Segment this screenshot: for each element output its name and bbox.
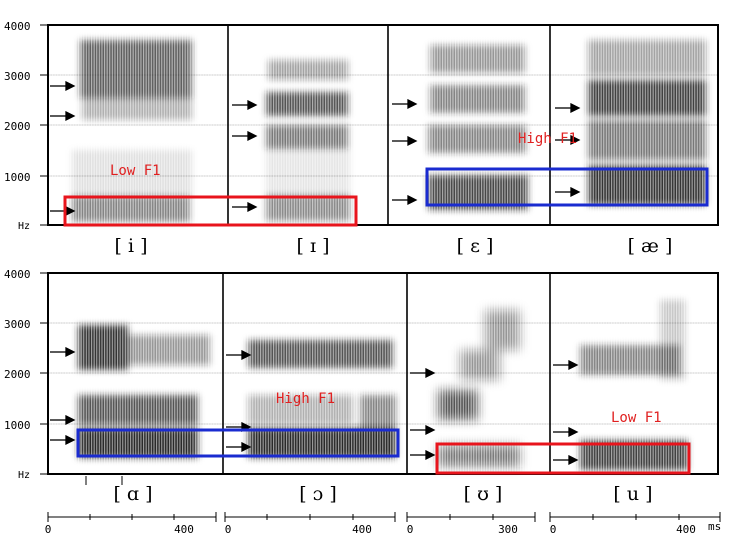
- top-ytick-2000: 2000: [4, 120, 31, 133]
- bottom-panel-frame: [47, 272, 719, 475]
- bottom-high-f1-label: High F1: [276, 391, 335, 407]
- top-striation-overlay: [48, 25, 718, 225]
- vowel-label-ae: [ æ ]: [628, 235, 673, 257]
- top-ytick-hz: Hz: [18, 221, 30, 232]
- time-tick-seg3-start: 0: [407, 523, 414, 536]
- vowel-label-u: [ u ]: [613, 483, 652, 505]
- time-tick-seg2-end: 400: [352, 523, 372, 536]
- vowel-label-ao: [ ɔ ]: [299, 483, 337, 505]
- time-tick-seg2-start: 0: [225, 523, 232, 536]
- top-panel-frame: [47, 24, 719, 226]
- top-formant-arrows: [50, 80, 581, 217]
- bottom-ytick-1000: 1000: [4, 419, 31, 432]
- time-unit-label: ms: [708, 520, 721, 533]
- bottom-low-f1-box: [435, 442, 691, 475]
- vowel-label-eh: [ ɛ ]: [457, 235, 494, 257]
- top-spectrogram-panel: 4000 3000 2000 1000 Hz: [4, 20, 719, 257]
- vowel-label-ih: [ ɪ ]: [297, 235, 330, 257]
- bottom-spectrogram-panel: 4000 3000 2000 1000 Hz: [4, 268, 719, 505]
- top-ytick-1000: 1000: [4, 171, 31, 184]
- time-tick-seg4-end: 400: [676, 523, 696, 536]
- bottom-low-f1-label: Low F1: [611, 410, 662, 426]
- top-ytick-3000: 3000: [4, 70, 31, 83]
- bottom-ytick-4000: 4000: [4, 268, 31, 281]
- top-low-f1-label: Low F1: [110, 163, 161, 179]
- time-axis: [47, 476, 721, 522]
- bottom-ytick-hz: Hz: [18, 470, 30, 481]
- vowel-label-aa: [ ɑ ]: [113, 483, 152, 505]
- bottom-striation-overlay: [48, 273, 718, 474]
- time-tick-seg3-end: 300: [498, 523, 518, 536]
- bottom-formant-arrows: [50, 346, 579, 466]
- top-high-f1-label: High F1: [518, 131, 577, 147]
- time-tick-seg1-start: 0: [45, 523, 52, 536]
- vowel-label-uh: [ ʊ ]: [464, 483, 503, 505]
- vowel-label-i: [ i ]: [115, 235, 148, 257]
- top-high-f1-box: [425, 167, 709, 207]
- bottom-ytick-3000: 3000: [4, 318, 31, 331]
- bottom-high-f1-box: [76, 428, 400, 458]
- time-tick-seg4-start: 0: [550, 523, 557, 536]
- top-low-f1-box: [63, 195, 358, 227]
- bottom-ytick-2000: 2000: [4, 368, 31, 381]
- time-tick-seg1-end: 400: [174, 523, 194, 536]
- top-ytick-4000: 4000: [4, 20, 31, 33]
